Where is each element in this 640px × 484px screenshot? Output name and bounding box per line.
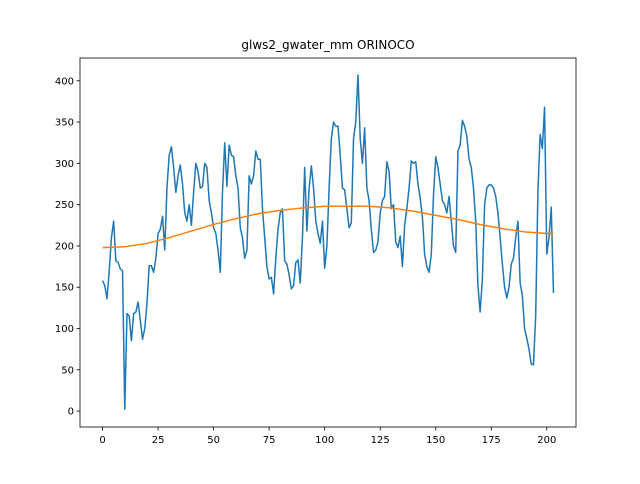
x-tick-label: 200 [537, 435, 556, 446]
y-tick-label: 300 [55, 159, 74, 170]
x-tick-label: 175 [482, 435, 501, 446]
y-tick-label: 400 [55, 76, 74, 87]
x-tick-label: 125 [371, 435, 390, 446]
x-tick-label: 150 [426, 435, 445, 446]
y-tick-label: 0 [68, 407, 74, 418]
plot-frame [79, 57, 577, 428]
data-line [101, 74, 555, 411]
data-line [102, 205, 554, 249]
y-tick-label: 150 [55, 283, 74, 294]
x-tick-label: 75 [263, 435, 276, 446]
y-tick-label: 100 [55, 324, 74, 335]
chart-title: glws2_gwater_mm ORINOCO [241, 38, 414, 52]
y-tick-label: 250 [55, 200, 74, 211]
y-tick-label: 200 [55, 241, 74, 252]
x-tick-label: 100 [315, 435, 334, 446]
y-tick-label: 350 [55, 118, 74, 129]
x-tick-label: 0 [99, 435, 105, 446]
y-tick-label: 50 [61, 365, 74, 376]
x-tick-label: 50 [207, 435, 220, 446]
x-tick-label: 25 [152, 435, 165, 446]
